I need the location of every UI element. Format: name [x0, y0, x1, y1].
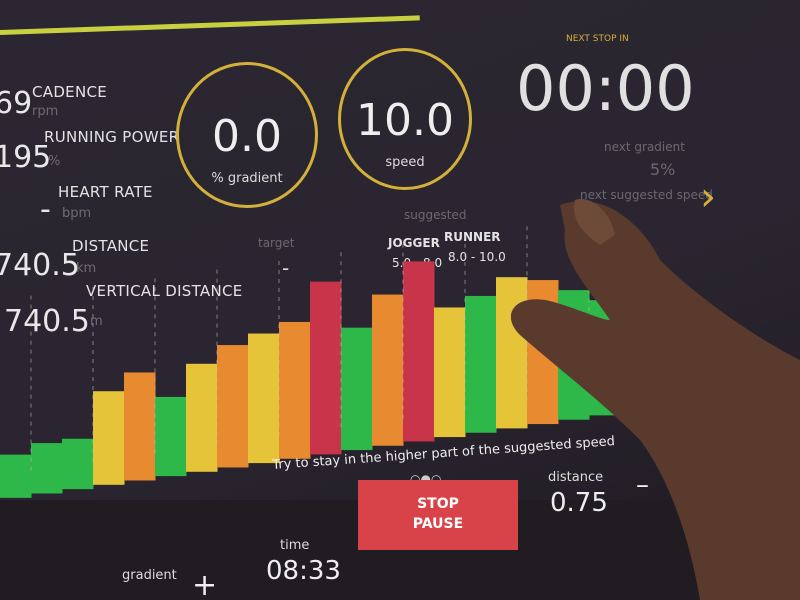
next-speed-label: next suggested speed — [580, 188, 713, 202]
time-label: time — [280, 538, 310, 553]
next-stop-label: NEXT STOP IN — [566, 34, 629, 44]
metric-unit: bpm — [62, 206, 92, 221]
profile-bar — [217, 345, 249, 468]
profile-bar — [31, 443, 63, 494]
metric-label: VERTICAL DISTANCE — [86, 282, 243, 300]
profile-bar — [124, 372, 156, 481]
metric-unit: km — [76, 261, 97, 276]
metric-value: 740.5 — [4, 304, 90, 339]
gauge-value: 10.0 — [356, 95, 454, 146]
gauge-value: 0.0 — [212, 111, 282, 162]
next-gradient-value: 5% — [650, 160, 676, 179]
decrease-button[interactable]: – — [636, 470, 649, 500]
profile-bar — [589, 300, 621, 416]
metric-unit: rpm — [32, 104, 59, 119]
distance-label: distance — [548, 470, 604, 485]
time-value: 08:33 — [266, 556, 341, 586]
profile-bar — [186, 363, 218, 472]
distance-value: 0.75 — [550, 488, 608, 518]
suggested-label: suggested — [404, 208, 467, 222]
target-value: - — [282, 256, 290, 280]
target-label: target — [258, 236, 295, 250]
metric-unit: % — [48, 154, 61, 169]
metric-label: RUNNING POWER — [44, 128, 180, 146]
profile-bar — [93, 391, 125, 485]
profile-bar — [62, 438, 94, 490]
metric-value: 195 — [0, 140, 52, 175]
metric-value: 740.5 — [0, 248, 80, 283]
gauge-label: % gradient — [211, 171, 283, 186]
profile-bar — [434, 307, 466, 438]
profile-bar — [496, 277, 528, 429]
metric-value: 69 — [0, 86, 33, 121]
metric-label: DISTANCE — [72, 237, 150, 255]
profile-bar — [248, 333, 280, 464]
profile-bar — [403, 261, 435, 442]
profile-bar — [558, 290, 590, 420]
profile-bar — [341, 327, 373, 451]
increase-button[interactable]: + — [192, 568, 218, 600]
gauge-label: speed — [385, 155, 425, 170]
stop-pause-button[interactable]: STOP PAUSE — [358, 480, 518, 550]
speed-gauge: 10.0 speed — [338, 48, 472, 190]
profile-bar — [155, 396, 187, 477]
next-gradient-label: next gradient — [604, 140, 685, 154]
button-text: PAUSE — [412, 516, 464, 532]
profile-bar — [372, 294, 404, 446]
profile-bar — [310, 281, 342, 455]
profile-name: RUNNER — [444, 230, 501, 244]
profile-bar — [279, 321, 311, 459]
profile-name: JOGGER — [388, 236, 440, 250]
metric-label: CADENCE — [32, 83, 108, 101]
gradient-label: gradient — [122, 568, 177, 583]
metric-value: - — [40, 192, 51, 227]
profile-bar — [465, 295, 497, 433]
metric-label: HEART RATE — [58, 183, 153, 201]
next-stop-time: 00:00 — [516, 52, 695, 125]
gradient-gauge: 0.0 % gradient — [176, 62, 318, 208]
profile-bar — [527, 280, 559, 425]
profile-range: 8.0 - 10.0 — [448, 250, 506, 264]
button-text: STOP — [417, 496, 459, 512]
profile-bar — [0, 454, 32, 498]
